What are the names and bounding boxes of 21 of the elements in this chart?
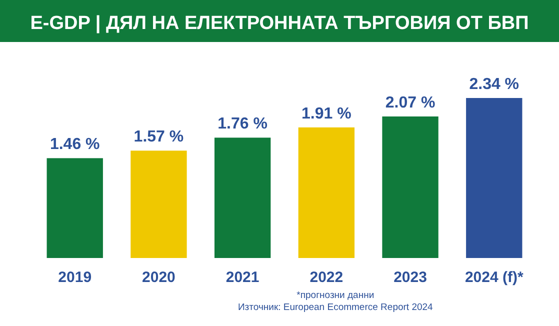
data-label: 2.07 % [385,94,436,112]
x-tick-label: 2022 [310,269,344,286]
bar [46,158,103,258]
x-tick-label: 2021 [226,269,260,286]
x-tick-label: 2020 [142,269,176,286]
x-tick-label: 2024 (f)* [464,269,524,286]
bar [214,138,271,258]
text: Източник: European Ecommerce Report 2024 [238,302,433,313]
chart-title: E-GDP | ДЯЛ НА ЕЛЕКТРОННАТА ТЪРГОВИЯ ОТ БВП [30,13,529,34]
x-tick-label: 2023 [394,269,427,286]
bar [466,98,522,258]
bar [298,127,355,258]
text: *прогнозни данни [296,290,374,301]
data-label: 1.91 % [302,105,352,122]
bar [382,116,438,258]
data-label: 1.76 % [218,116,268,133]
data-label: 2.34 % [469,76,520,93]
bar [130,150,187,258]
data-label: 1.46 % [50,136,100,154]
data-label: 1.57 % [134,128,184,146]
x-tick-label: 2019 [58,269,92,286]
